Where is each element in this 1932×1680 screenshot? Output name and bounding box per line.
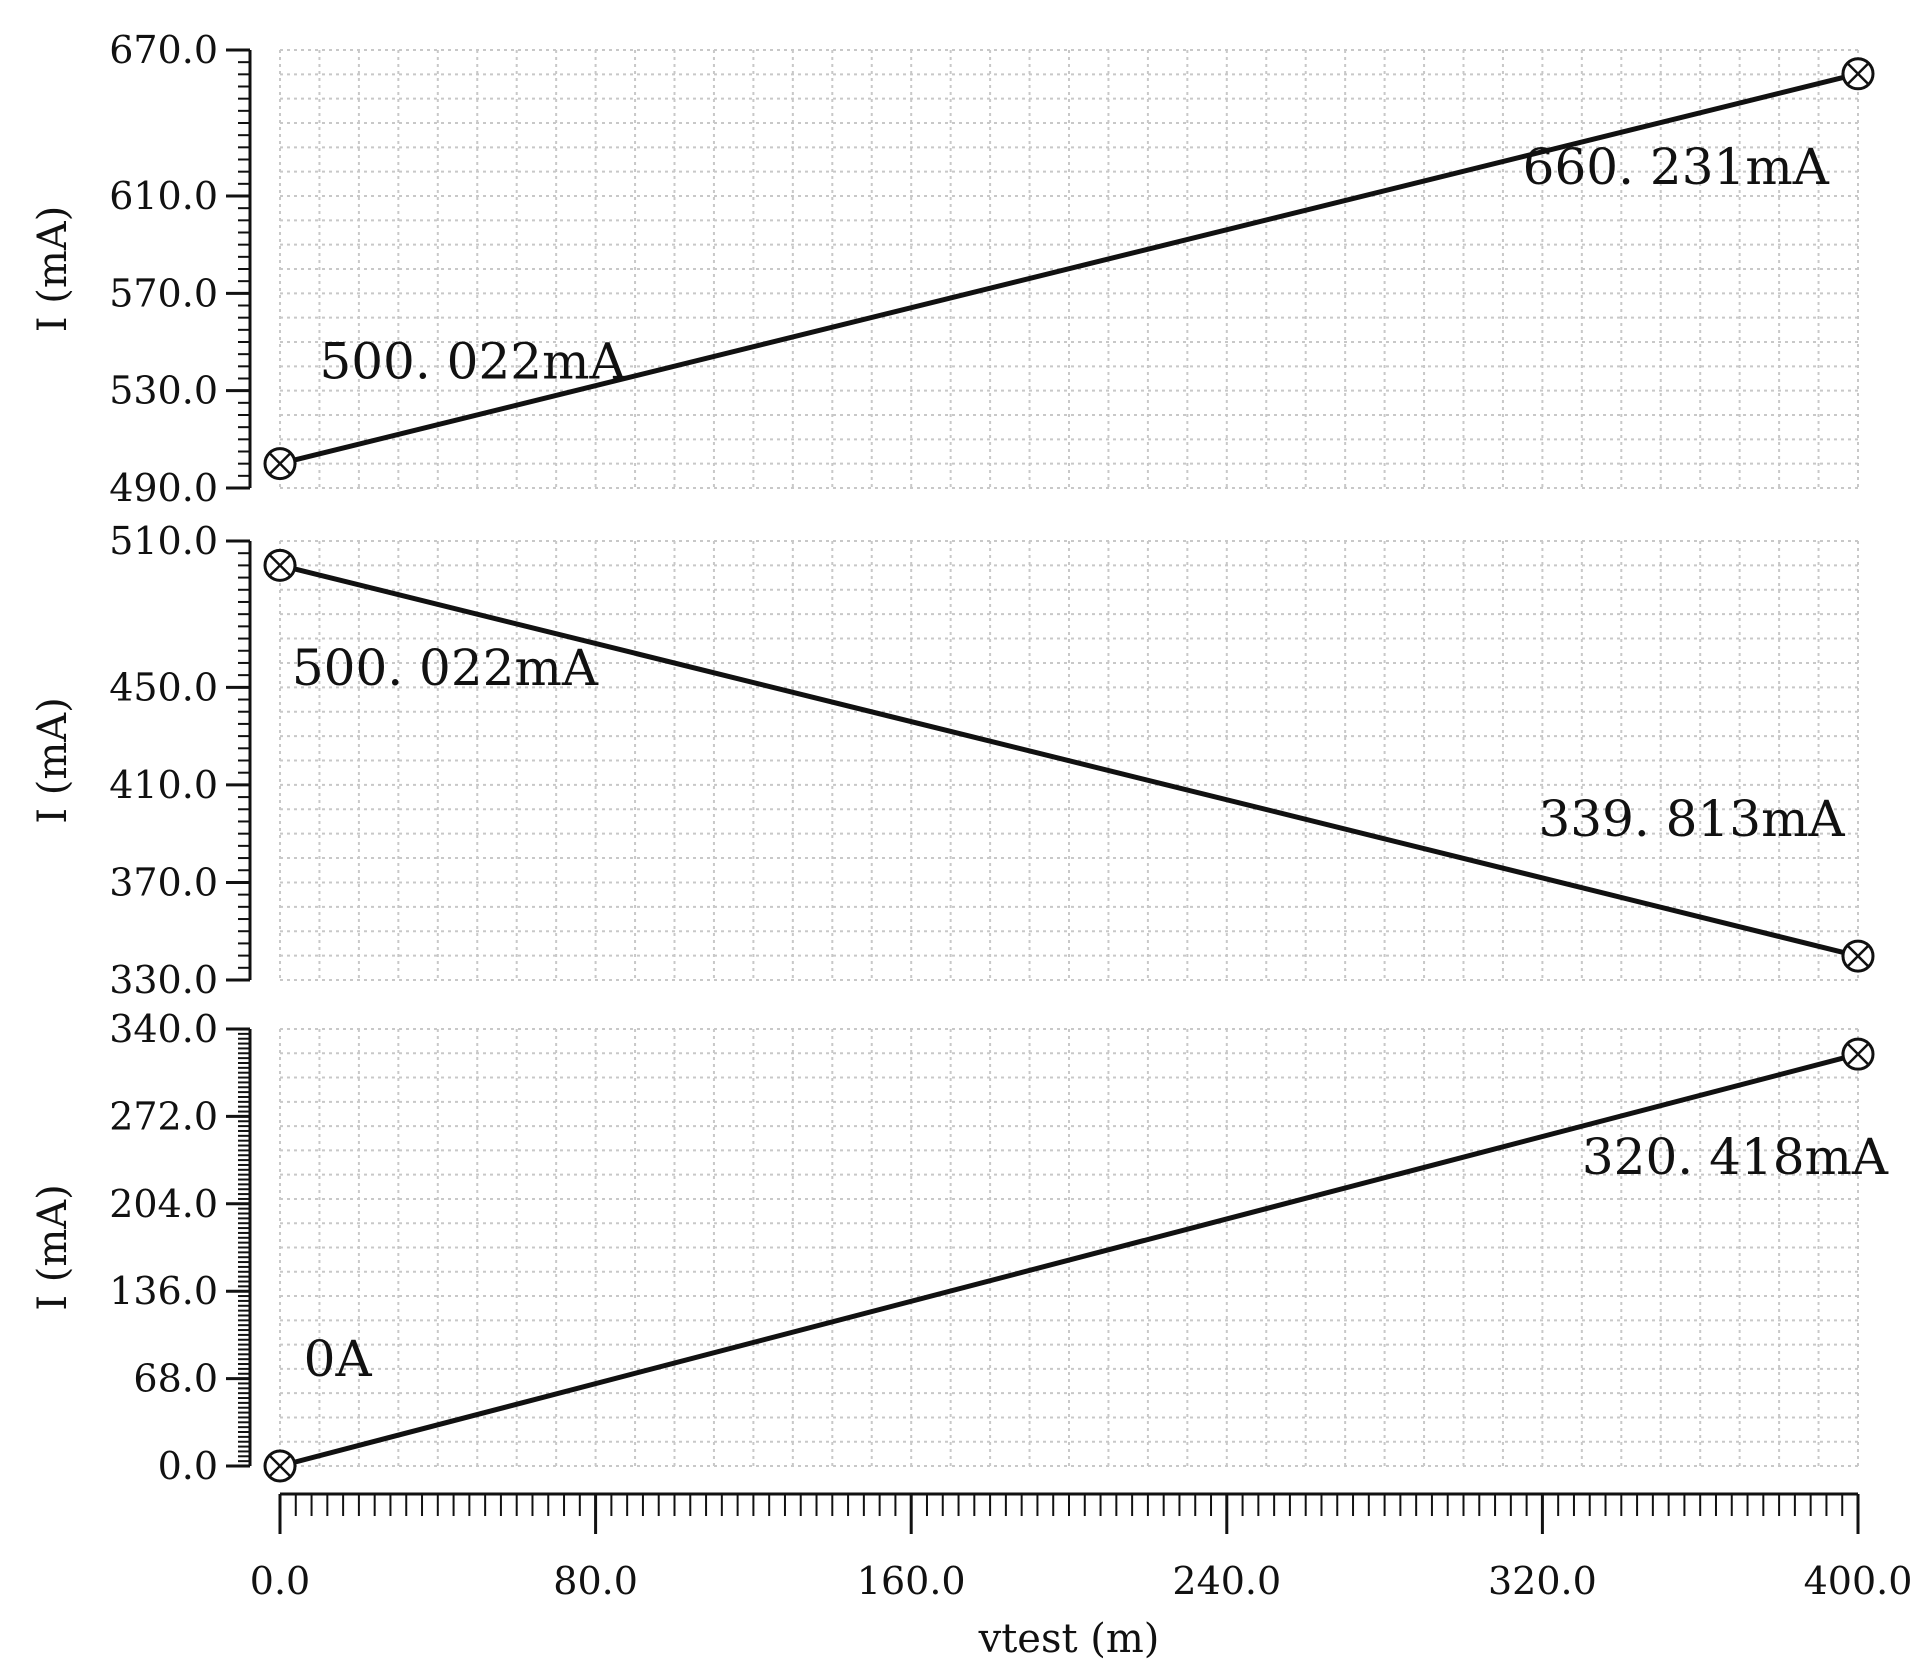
data-annotation: 339. 813mA	[1538, 790, 1845, 848]
y-tick-label: 410.0	[109, 763, 218, 807]
y-tick-label: 204.0	[109, 1182, 218, 1226]
marker-cross	[1847, 62, 1869, 85]
x-tick-label: 400.0	[1804, 1559, 1913, 1603]
data-annotation: 500. 022mA	[319, 333, 626, 391]
y-tick-label: 136.0	[109, 1269, 218, 1313]
y-tick-label: 610.0	[109, 174, 218, 218]
series-line	[279, 71, 1859, 467]
data-point-marker	[1841, 1037, 1875, 1071]
data-point-marker	[1841, 57, 1875, 91]
chart-panel-3: 0.0 68.0 136.0 204.0 272.0 340.0 I (mA) 0A 320. …	[30, 1007, 1889, 1488]
y-tick-label: 330.0	[109, 958, 218, 1002]
y-axis-label: I (mA)	[30, 1184, 76, 1311]
marker-cross	[1847, 945, 1869, 967]
marker-cross	[1847, 1043, 1869, 1066]
y-tick-label: 340.0	[109, 1007, 218, 1051]
x-tick-label: 80.0	[553, 1559, 638, 1603]
grid	[279, 1028, 1859, 1467]
marker-cross	[269, 1455, 291, 1477]
series-line	[279, 1051, 1859, 1469]
y-tick-label: 0.0	[158, 1444, 218, 1488]
data-point-marker	[263, 447, 297, 481]
y-axis-label: I (mA)	[30, 697, 76, 824]
x-axis-label: vtest (m)	[978, 1616, 1160, 1662]
y-axis-label: I (mA)	[30, 206, 76, 333]
chart-panel-1: 490.0 530.0 570.0 610.0 670.0 I (mA) 500. 022m…	[30, 28, 1875, 510]
data-annotation: 320. 418mA	[1582, 1128, 1889, 1186]
y-tick-label: 490.0	[109, 466, 218, 510]
x-tick-label: 320.0	[1488, 1559, 1597, 1603]
series-line	[279, 562, 1859, 959]
data-annotation: 660. 231mA	[1523, 138, 1830, 196]
data-point-marker	[263, 548, 297, 582]
y-tick-label: 272.0	[109, 1094, 218, 1138]
data-annotation: 0A	[304, 1330, 373, 1388]
y-tick-label: 670.0	[109, 28, 218, 72]
x-axis: 0.0 80.0 160.0 240.0 320.0 400.0 vtest (m)	[250, 1492, 1913, 1662]
chart-panel-2: 330.0 370.0 410.0 450.0 510.0 I (mA) 500. 022m…	[30, 519, 1875, 1002]
y-tick-label: 510.0	[109, 519, 218, 563]
x-tick-label: 160.0	[857, 1559, 966, 1603]
data-annotation: 500. 022mA	[292, 639, 599, 697]
data-point-marker	[263, 1449, 297, 1483]
y-tick-label: 450.0	[109, 665, 218, 709]
data-point-marker	[1841, 939, 1875, 973]
y-tick-label: 68.0	[133, 1357, 218, 1401]
y-tick-label: 530.0	[109, 369, 218, 413]
y-tick-label: 370.0	[109, 860, 218, 904]
marker-cross	[269, 452, 291, 475]
y-tick-label: 570.0	[109, 271, 218, 315]
x-tick-label: 240.0	[1172, 1559, 1281, 1603]
marker-cross	[269, 554, 291, 577]
x-tick-label: 0.0	[250, 1559, 310, 1603]
